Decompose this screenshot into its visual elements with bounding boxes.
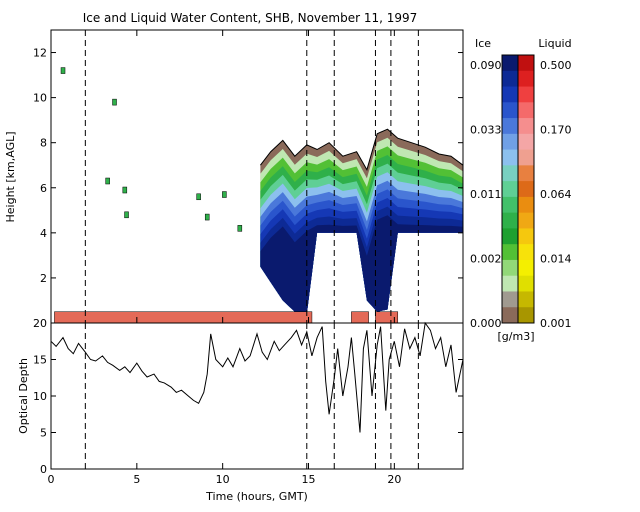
- colorbar-ice-cell: [502, 291, 518, 308]
- optical-depth-y-tick-label: 5: [40, 427, 47, 440]
- colorbar-liquid-cell: [518, 259, 534, 277]
- colorbar-ice-cell: [502, 307, 518, 324]
- colorbar-liquid-cell: [518, 55, 534, 72]
- colorbar-ice-tick-label: 0.033: [470, 124, 502, 137]
- colorbar-liquid-cell: [518, 86, 534, 103]
- colorbar-liquid-cell: [518, 181, 534, 198]
- heatmap-y-tick-label: 4: [40, 227, 47, 240]
- optical-depth-y-axis-label: Optical Depth: [17, 358, 30, 434]
- optical-depth-frame: [50, 322, 464, 470]
- colorbar: Ice Liquid 0.090 0.500 0.033 0.170 0.011 0.06…: [470, 37, 572, 343]
- colorbar-ice-cell: [502, 244, 518, 261]
- optical-depth-series-line: [50, 321, 464, 433]
- colorbar-liquid-tick-label: 0.014: [540, 253, 572, 266]
- optical-depth-y-tick-label: 15: [33, 354, 47, 367]
- colorbar-ice-tick-label: 0.002: [470, 253, 502, 266]
- echo-point: [204, 213, 210, 221]
- colorbar-ice-cell: [502, 102, 518, 119]
- colorbar-ice-tick-label: 0.011: [470, 188, 502, 201]
- colorbar-liquid-cell: [518, 244, 534, 261]
- colorbar-liquid-cell: [518, 133, 534, 151]
- heatmap-y-tick-label: 6: [40, 182, 47, 195]
- echo-point: [196, 193, 201, 201]
- optical-depth-dashed-lines: [84, 323, 419, 469]
- echo-point: [222, 191, 227, 198]
- colorbar-ice-cell: [502, 133, 518, 151]
- colorbar-ice-tick-label: 0.090: [470, 59, 502, 72]
- colorbar-ice-label: Ice: [475, 37, 491, 50]
- heatmap-dashed-lines: [84, 30, 419, 323]
- colorbar-ice-cell: [502, 228, 518, 245]
- echo-point: [237, 225, 243, 232]
- colorbar-ice-cell: [502, 165, 518, 182]
- colorbar-ice-cell: [502, 70, 518, 88]
- heatmap-y-axis-label: Height [km,AGL]: [4, 131, 17, 222]
- colorbar-liquid-cell: [518, 118, 534, 135]
- optical-depth-panel: 0 5 10 15 20 0 5 10 15 20 Optical Depth Time (ho…: [17, 317, 464, 503]
- optical-depth-x-tick-label: 5: [133, 473, 140, 486]
- optical-depth-x-tick-label: 0: [48, 473, 55, 486]
- optical-depth-x-ticks: 0 5 10 15 20: [48, 463, 401, 486]
- echo-point: [112, 98, 117, 106]
- colorbar-ice-cell: [502, 118, 518, 135]
- colorbar-liquid-tick-label: 0.170: [540, 124, 572, 137]
- x-axis-label: Time (hours, GMT): [205, 490, 308, 503]
- optical-depth-y-tick-label: 10: [33, 390, 47, 403]
- colorbar-liquid-cell: [518, 291, 534, 308]
- optical-depth-y-tick-label: 0: [40, 463, 47, 476]
- colorbar-ice-cell: [502, 55, 518, 72]
- optical-depth-y-tick-label: 20: [33, 317, 47, 330]
- colorbar-unit: [g/m3]: [498, 330, 535, 343]
- colorbar-liquid-cell: [518, 102, 534, 119]
- colorbar-ice-cell: [502, 212, 518, 229]
- colorbar-ice-strip: [502, 55, 518, 324]
- colorbar-liquid-tick-label: 0.064: [540, 188, 572, 201]
- chart-title: Ice and Liquid Water Content, SHB, Novem…: [83, 11, 418, 25]
- colorbar-ice-tick-label: 0.000: [470, 317, 502, 330]
- colorbar-liquid-cell: [518, 275, 534, 292]
- optical-depth-x-tick-label: 20: [387, 473, 401, 486]
- colorbar-ice-cell: [502, 149, 518, 166]
- heatmap-y-tick-label: 12: [33, 47, 47, 60]
- colorbar-liquid-cell: [518, 307, 534, 324]
- optical-depth-y-ticks: 0 5 10 15 20: [33, 317, 463, 476]
- colorbar-liquid-tick-label: 0.001: [540, 317, 572, 330]
- colorbar-liquid-cell: [518, 70, 534, 88]
- echo-point: [124, 211, 129, 219]
- heatmap-y-ticks: 2 4 6 8 10 12: [33, 47, 463, 285]
- colorbar-liquid-cell: [518, 149, 534, 166]
- optical-depth-x-tick-label: 10: [216, 473, 230, 486]
- colorbar-liquid-cell: [518, 196, 534, 214]
- colorbar-ice-cell: [502, 275, 518, 292]
- colorbar-ticks: 0.090 0.500 0.033 0.170 0.011 0.064 0.002 0.014…: [470, 59, 572, 330]
- colorbar-liquid-label: Liquid: [538, 37, 571, 50]
- optical-depth-x-tick-label: 15: [302, 473, 316, 486]
- cloud-top-contour: [260, 128, 464, 171]
- echo-point: [122, 186, 128, 194]
- colorbar-liquid-cell: [518, 228, 534, 245]
- heatmap-x-ticks: [50, 30, 395, 323]
- liquid-layer-segment: [351, 311, 369, 324]
- colorbar-liquid-frame: [517, 54, 535, 324]
- echo-point: [60, 67, 66, 74]
- colorbar-ice-cell: [502, 259, 518, 277]
- heatmap-y-tick-label: 2: [40, 272, 47, 285]
- colorbar-liquid-cell: [518, 212, 534, 229]
- heatmap-y-tick-label: 8: [40, 137, 47, 150]
- echo-point: [105, 177, 110, 185]
- colorbar-ice-cell: [502, 196, 518, 214]
- ice-band-10: [260, 215, 463, 314]
- colorbar-liquid-cell: [518, 165, 534, 182]
- heatmap-y-tick-label: 10: [33, 92, 47, 105]
- colorbar-ice-cell: [502, 181, 518, 198]
- heatmap-data-layer: [54, 67, 464, 324]
- colorbar-liquid-tick-label: 0.500: [540, 59, 572, 72]
- colorbar-liquid-strip: [518, 55, 534, 324]
- heatmap-panel: 2 4 6 8 10 12 Height [km,AGL]: [4, 29, 464, 324]
- colorbar-ice-cell: [502, 86, 518, 103]
- liquid-layer-segment: [54, 311, 313, 324]
